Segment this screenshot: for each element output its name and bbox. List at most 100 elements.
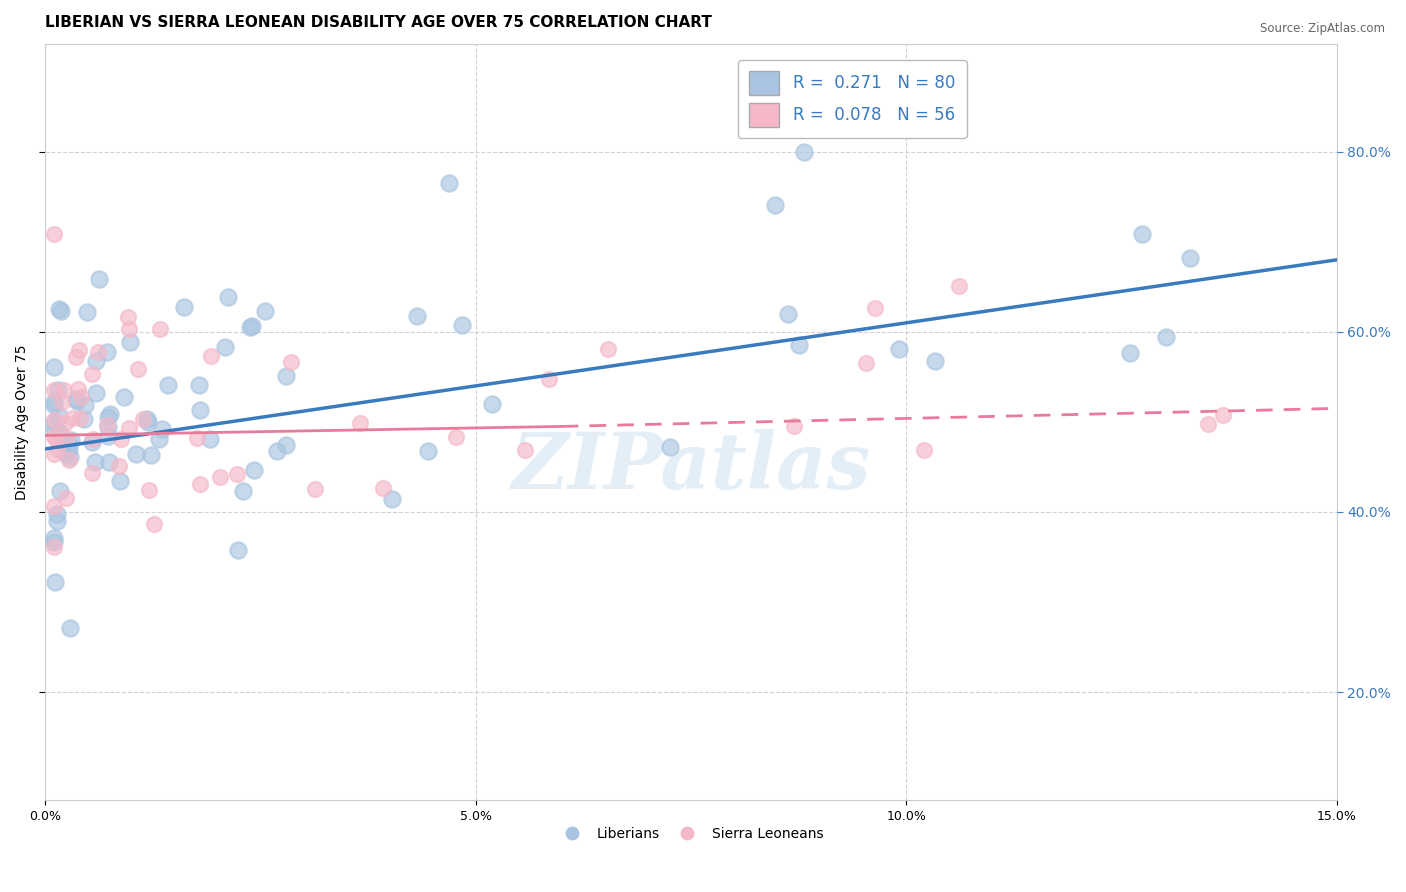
Point <box>173 300 195 314</box>
Point <box>132 412 155 426</box>
Point <box>67 343 90 357</box>
Point <box>188 403 211 417</box>
Point <box>200 349 222 363</box>
Point <box>200 432 222 446</box>
Point <box>84 353 107 368</box>
Point <box>96 417 118 432</box>
Point <box>65 350 87 364</box>
Point <box>118 421 141 435</box>
Point <box>82 433 104 447</box>
Point <box>96 344 118 359</box>
Point <box>276 438 298 452</box>
Point <box>214 340 236 354</box>
Point <box>82 367 104 381</box>
Point <box>67 382 90 396</box>
Point <box>239 319 262 334</box>
Point <box>912 442 935 457</box>
Point <box>60 410 83 425</box>
Point <box>778 308 800 322</box>
Point <box>53 383 76 397</box>
Point <box>135 411 157 425</box>
Point <box>863 301 886 315</box>
Point <box>948 279 970 293</box>
Point <box>97 429 120 443</box>
Point <box>793 145 815 160</box>
Point <box>855 356 877 370</box>
Point <box>118 322 141 336</box>
Point <box>1180 251 1202 265</box>
Point <box>44 574 66 589</box>
Point <box>118 334 141 349</box>
Point <box>58 453 80 467</box>
Point <box>45 442 67 456</box>
Point <box>73 398 96 412</box>
Point <box>1197 417 1219 431</box>
Point <box>136 415 159 429</box>
Point <box>69 411 91 425</box>
Point <box>80 435 103 450</box>
Point <box>416 443 439 458</box>
Point <box>107 459 129 474</box>
Point <box>42 360 65 375</box>
Point <box>148 433 170 447</box>
Point <box>117 310 139 324</box>
Legend: Liberians, Sierra Leoneans: Liberians, Sierra Leoneans <box>553 822 830 847</box>
Point <box>55 491 77 505</box>
Point <box>42 531 65 545</box>
Point <box>188 477 211 491</box>
Point <box>45 507 67 521</box>
Text: Source: ZipAtlas.com: Source: ZipAtlas.com <box>1260 22 1385 36</box>
Point <box>80 467 103 481</box>
Point <box>59 433 82 447</box>
Point <box>42 413 65 427</box>
Point <box>59 450 82 465</box>
Point <box>266 443 288 458</box>
Point <box>304 482 326 496</box>
Point <box>225 467 247 482</box>
Point <box>48 425 70 439</box>
Point <box>138 483 160 497</box>
Point <box>97 410 120 425</box>
Point <box>446 430 468 444</box>
Point <box>108 475 131 489</box>
Point <box>44 430 66 444</box>
Point <box>596 342 619 356</box>
Point <box>371 481 394 495</box>
Point <box>658 440 681 454</box>
Point <box>45 514 67 528</box>
Text: LIBERIAN VS SIERRA LEONEAN DISABILITY AGE OVER 75 CORRELATION CHART: LIBERIAN VS SIERRA LEONEAN DISABILITY AG… <box>45 15 711 30</box>
Point <box>42 395 65 409</box>
Point <box>42 534 65 549</box>
Point <box>125 447 148 461</box>
Point <box>381 491 404 506</box>
Y-axis label: Disability Age Over 75: Disability Age Over 75 <box>15 344 30 500</box>
Point <box>274 369 297 384</box>
Point <box>187 378 209 392</box>
Point <box>76 304 98 318</box>
Point <box>150 421 173 435</box>
Point <box>53 417 76 431</box>
Point <box>127 362 149 376</box>
Point <box>783 418 806 433</box>
Point <box>405 309 427 323</box>
Point <box>157 378 180 392</box>
Point <box>240 318 263 333</box>
Point <box>70 390 93 404</box>
Point <box>51 303 73 318</box>
Point <box>98 455 121 469</box>
Point <box>787 338 810 352</box>
Point <box>58 437 80 451</box>
Point <box>112 390 135 404</box>
Point <box>51 394 73 409</box>
Point <box>226 542 249 557</box>
Point <box>42 541 65 555</box>
Point <box>243 463 266 477</box>
Point <box>48 302 70 317</box>
Point <box>42 397 65 411</box>
Point <box>83 455 105 469</box>
Point <box>232 484 254 499</box>
Point <box>42 447 65 461</box>
Point <box>42 227 65 242</box>
Point <box>59 621 82 635</box>
Point <box>87 344 110 359</box>
